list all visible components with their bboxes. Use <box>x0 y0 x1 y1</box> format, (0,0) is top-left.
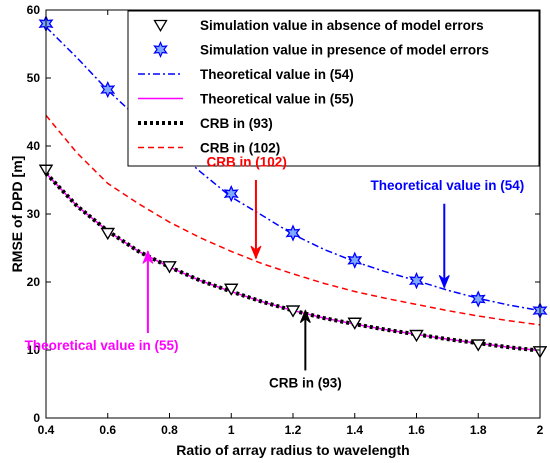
y-tick-label: 20 <box>27 275 41 289</box>
annotation: CRB in (93) <box>269 309 342 390</box>
x-tick-label: 1.6 <box>408 423 425 437</box>
markers-overlay <box>38 15 548 359</box>
x-tick-label: 0.8 <box>161 423 178 437</box>
star-marker <box>153 41 168 58</box>
star-marker <box>409 272 424 290</box>
series-line <box>44 171 541 353</box>
legend-entry: CRB in (102) <box>200 141 280 156</box>
annotation-label: CRB in (93) <box>269 375 342 390</box>
x-tick-label: 0.4 <box>38 423 55 437</box>
legend-entry: CRB in (93) <box>200 116 273 131</box>
y-tick-label: 40 <box>27 139 41 153</box>
annotation-label: CRB in (102) <box>207 154 287 169</box>
legend-entry: Simulation value in absence of model err… <box>200 18 484 33</box>
triangle-marker <box>285 305 301 318</box>
y-tick-label: 30 <box>27 207 41 221</box>
x-tick-label: 1 <box>228 423 235 437</box>
y-tick-label: 10 <box>27 343 41 357</box>
annotation-arrow-head <box>299 309 311 323</box>
annotation-arrow-head <box>250 245 262 260</box>
plot-area <box>38 15 548 359</box>
triangle-marker <box>347 317 362 330</box>
star-marker <box>347 251 363 269</box>
annotation: Theoretical value in (54) <box>370 178 524 289</box>
annotation: Theoretical value in (55) <box>25 250 179 353</box>
x-tick-label: 0.6 <box>99 423 116 437</box>
annotations: CRB in (102) Theoretical value in (54) The… <box>25 154 525 390</box>
star-marker <box>285 224 301 242</box>
legend-box <box>127 10 540 167</box>
triangle-marker <box>409 329 424 343</box>
legend-entry: Theoretical value in (55) <box>200 92 354 107</box>
x-tick-label: 1.2 <box>285 423 302 437</box>
x-tick-label: 1.4 <box>346 423 363 437</box>
y-tick-label: 0 <box>33 411 40 425</box>
triangle-marker <box>100 227 115 241</box>
annotation-arrow-head <box>438 275 450 289</box>
x-tick-label: 2 <box>537 423 544 437</box>
star-marker <box>223 185 239 203</box>
annotation: CRB in (102) <box>207 154 287 260</box>
triangle-marker <box>224 283 239 296</box>
triangle-marker <box>162 261 177 274</box>
triangle-marker <box>471 339 486 352</box>
x-axis-label: Ratio of array radius to wavelength <box>176 442 409 458</box>
annotation-arrow-head <box>142 250 154 264</box>
y-tick-label: 60 <box>27 3 41 17</box>
star-marker <box>100 81 116 99</box>
star-marker <box>470 290 486 308</box>
annotation-label: Theoretical value in (55) <box>25 338 179 353</box>
y-tick-label: 50 <box>27 71 41 85</box>
axes: 0.4 0.6 0.8 1 1.2 1.4 1.6 1.8 20102030405060Rati… <box>9 3 544 458</box>
y-axis-label: RMSE of DPD [m] <box>9 156 25 273</box>
legend: Simulation value in absence of model err… <box>127 10 540 167</box>
legend-entry: Simulation value in presence of model er… <box>200 43 489 58</box>
legend-entry: Theoretical value in (54) <box>200 67 354 82</box>
triangle-marker <box>153 19 168 32</box>
annotation-label: Theoretical value in (54) <box>370 178 524 193</box>
x-tick-label: 1.8 <box>470 423 487 437</box>
